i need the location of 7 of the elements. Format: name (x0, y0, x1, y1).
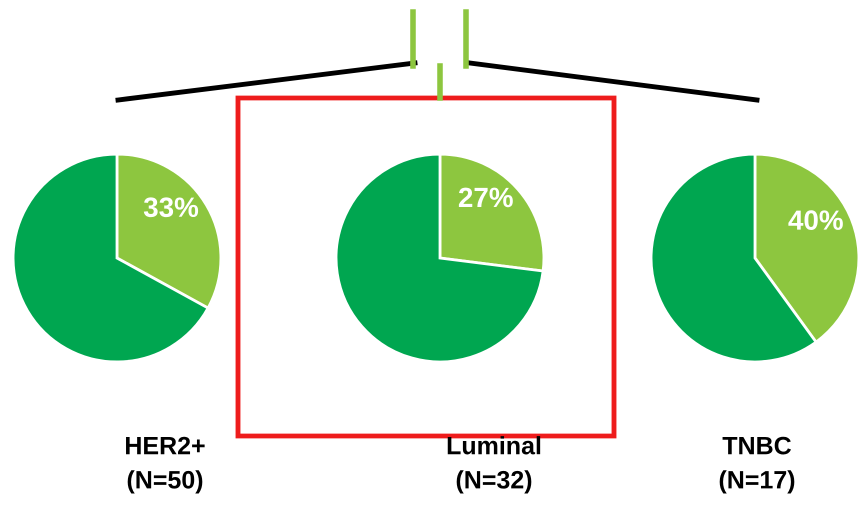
text: HER2+ (N=50) (126, 436, 205, 494)
text: TNBC (N=17) (720, 436, 794, 494)
text: Luminal (N=32) (448, 436, 540, 494)
data-label: 27% (458, 188, 513, 208)
data-label: 33% (144, 197, 198, 218)
pie-slice (334, 152, 544, 364)
data-label: 40% (788, 210, 843, 230)
